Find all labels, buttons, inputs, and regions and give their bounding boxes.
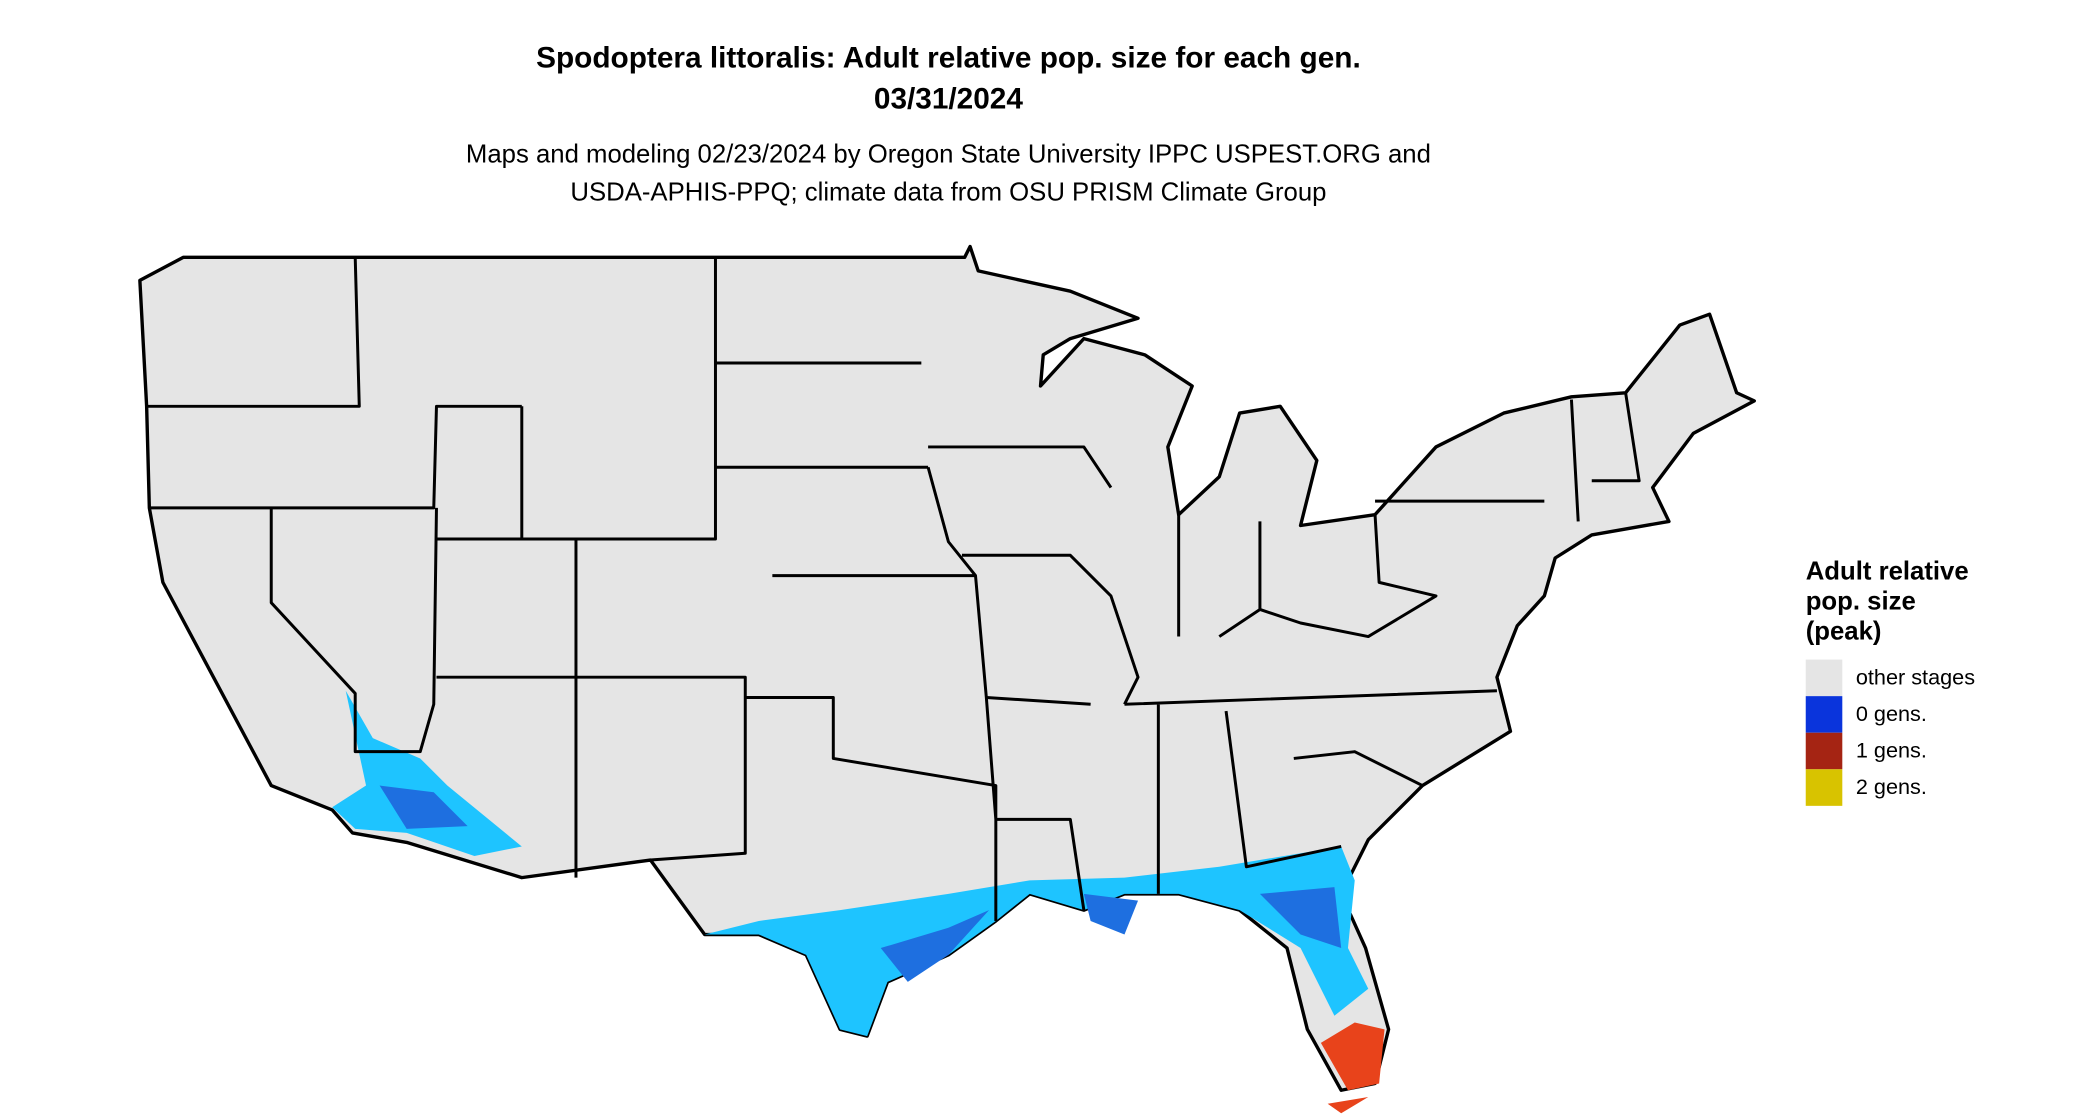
- legend-label: 0 gens.: [1856, 701, 1927, 726]
- date: 03/31/2024: [874, 82, 1023, 115]
- legend-label: 2 gens.: [1856, 774, 1927, 799]
- subtitle: USDA-APHIS-PPQ; climate data from OSU PR…: [570, 178, 1326, 206]
- legend-swatch: [1805, 732, 1843, 770]
- legend-title: pop. size: [1806, 587, 1916, 615]
- title: Spodoptera littoralis: Adult relative po…: [536, 42, 1361, 75]
- subtitle: Maps and modeling 02/23/2024 by Oregon S…: [466, 141, 1431, 169]
- legend-items: other stages 0 gens. 1 gens. 2 gens.: [1805, 659, 1975, 806]
- legend-swatch: [1805, 769, 1843, 806]
- us-map: [138, 244, 1756, 1114]
- legend: Adult relative pop. size (peak) other st…: [1805, 558, 1975, 806]
- legend-label: other stages: [1856, 664, 1975, 689]
- legend-label: 1 gens.: [1856, 737, 1927, 762]
- legend-swatch: [1805, 696, 1843, 733]
- legend-title: Adult relative: [1806, 558, 1969, 586]
- legend-title: (peak): [1806, 617, 1882, 645]
- legend-swatch: [1805, 659, 1843, 697]
